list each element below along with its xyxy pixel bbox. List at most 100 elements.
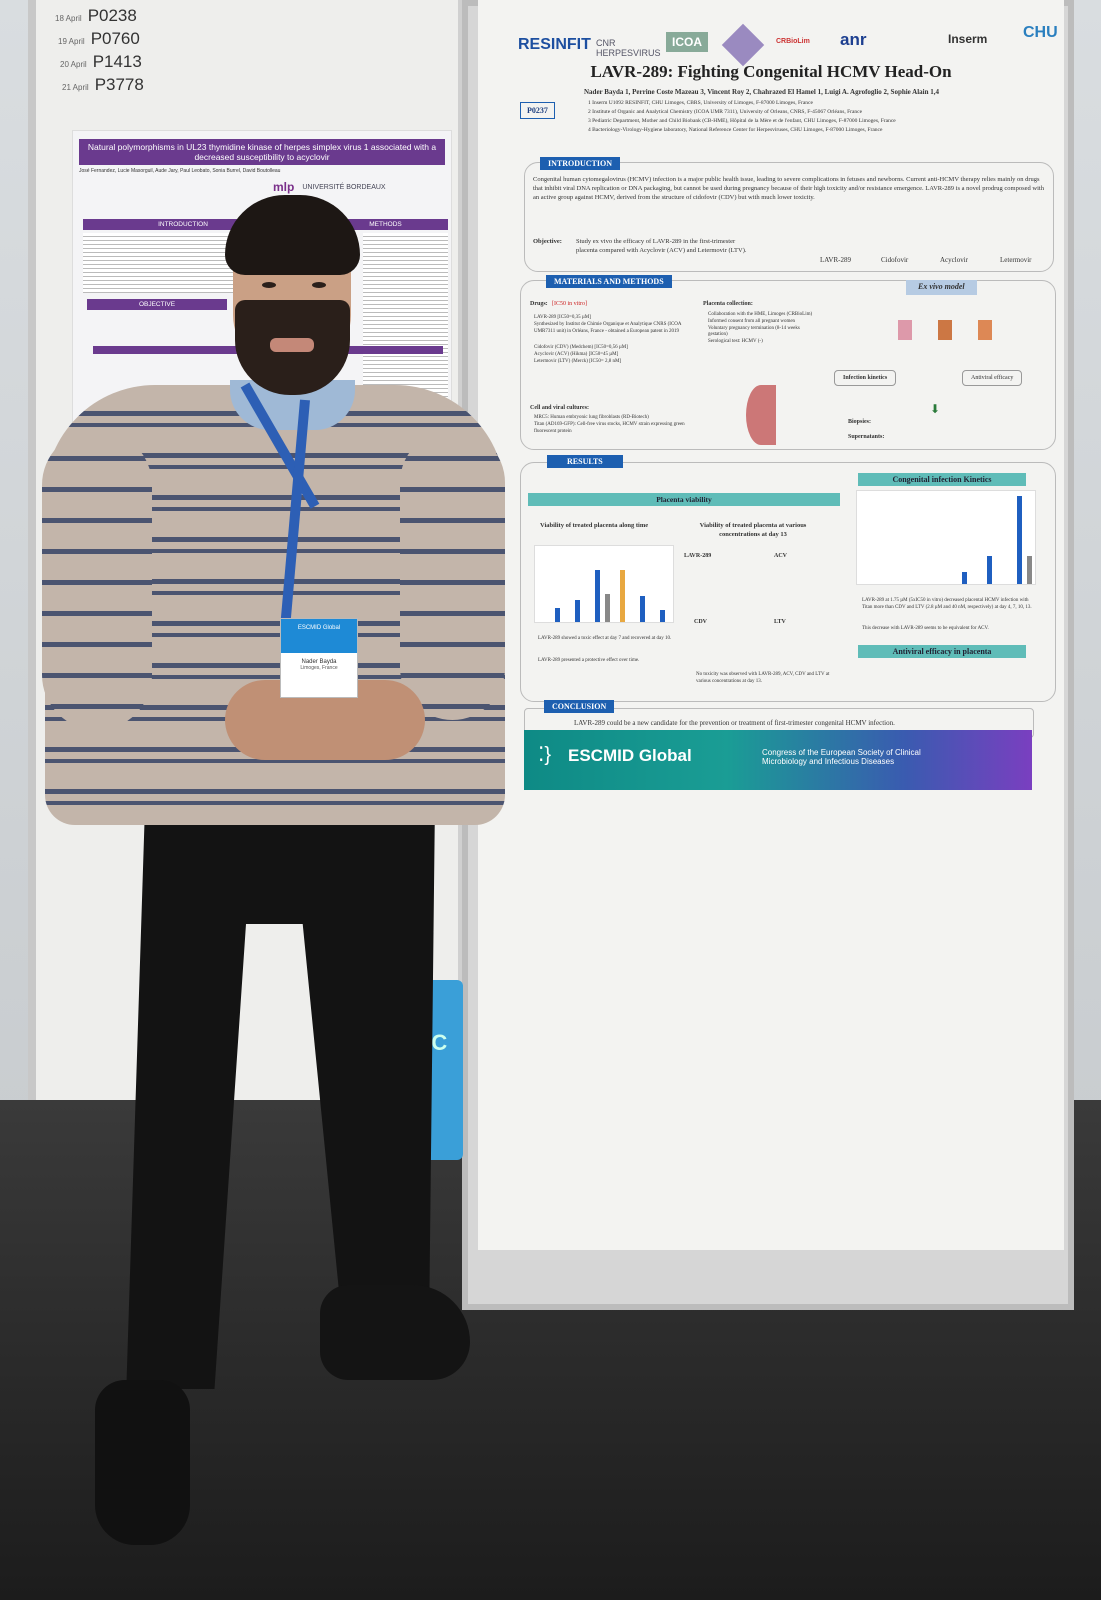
subchart-label: ACV [774,553,787,559]
section-heading: METHODS [323,219,448,230]
logo-crbiolim: CRBioLim [776,38,810,45]
molecule-label: Acyclovir [940,256,968,264]
section-heading: OBJECTIVE [87,299,227,310]
viability-chart [534,545,674,623]
schedule-code: P1413 [92,52,142,71]
placenta-illustration [746,385,776,445]
research-poster: RESINFIT CNR HERPESVIRUS ICOA CRBioLim a… [478,0,1064,1250]
results-box [520,462,1056,702]
objective-label: Objective: [533,238,562,245]
logo-anr: anr [840,30,867,49]
chart-title: Viability of treated placenta along time [540,522,649,529]
cells-label: Cell and viral cultures: [530,405,590,411]
schedule-row: 21 April P3778 [62,75,144,95]
poster-authors: Nader Bayda 1, Perrine Coste Mazeau 3, V… [584,88,939,96]
antiviral-heading: Antiviral efficacy in placenta [858,645,1026,658]
bar [620,570,625,622]
cell-item: MRC5: Human embryonic lung fibroblasts (… [534,415,649,420]
objective-text: Study ex vivo the efficacy of LAVR-289 i… [576,238,747,254]
left-poster-title: Natural polymorphisms in UL23 thymidine … [79,139,445,165]
left-shoe [95,1380,190,1545]
badge-name: Nader Bayda [301,659,337,665]
escmid-banner: ⁚} ESCMID Global Congress of the Europea… [524,730,1032,790]
affiliation: 2 Institute of Organic and Analytical Ch… [588,109,863,115]
cell-item: Titan (AD169-GFP): Cell-free virus stock… [534,421,685,434]
banner-tagline: Congress of the European Society of Clin… [762,748,921,766]
well-icon [898,320,912,340]
logo-bordeaux: UNIVERSITÉ BORDEAUX [302,183,386,191]
right-shoe [320,1285,470,1380]
placenta-item: Voluntary pregnancy termination (8-14 we… [708,325,800,338]
right-sleeve [400,430,505,720]
chart-title: Viability of treated placenta at various… [699,522,807,538]
ex-vivo-model-title: Ex vivo model [906,280,977,295]
placenta-viability-heading: Placenta viability [528,493,840,506]
logo-cb-hme [721,23,765,67]
logo-icoa: ICOA [666,32,708,52]
placenta-label: Placenta collection: [703,301,753,307]
mouth [270,338,314,352]
placenta-list: Collaboration with the HME, Limoges (CRB… [708,312,818,346]
badge-header: ESCMID Global [281,619,357,653]
result-note: This decrease with LAVR-289 seems to be … [862,626,989,631]
molecule-label: Letermovir [1000,256,1032,264]
schedule-date: 18 April [55,14,82,23]
kinetics-chart [856,490,1036,585]
bar [595,570,600,622]
kinetics-box: Infection kinetics [834,370,897,387]
drugs-list: LAVR-289 [IC50=0,35 µM] Synthesized by I… [534,315,694,366]
introduction-box [524,162,1054,272]
logo-mlp: mlp [273,180,295,194]
left-eye [262,282,276,288]
bar [987,556,992,584]
hair [225,195,360,275]
section-heading: INTRODUCTION [540,157,621,170]
result-note: LAVR-289 showed a toxic effect at day 7 … [538,636,672,641]
left-poster-authors: José Fernandez, Lucie Masorguil, Aude Ja… [79,168,281,174]
escmid-logo-icon: ⁚} [538,744,552,766]
schedule-row: 20 April P1413 [60,52,142,72]
kinetics-heading: Congenital infection Kinetics [858,473,1026,486]
left-sleeve [42,430,152,730]
name-badge: ESCMID Global Nader Bayda Limoges, Franc… [280,618,358,698]
result-note: LAVR-289 at 1.75 µM (5xIC50 in vitro) de… [862,598,1032,610]
drugs-note: [IC50 in vitro] [552,301,587,307]
left-poster-logos: mlp UNIVERSITÉ BORDEAUX [83,180,441,194]
poster-id-badge: P0237 [520,102,555,119]
schedule-date: 19 April [58,37,85,46]
introduction-text: Congenital human cytomegalovirus (HCMV) … [533,176,1044,201]
banner-brand: ESCMID Global [568,746,692,765]
poster-title: LAVR-289: Fighting Congenital HCMV Head-… [590,62,952,81]
section-heading: RESULTS [547,455,623,468]
supernatants-label: Supernatants: [848,434,885,440]
conclusion-text: LAVR-289 could be a new candidate for th… [574,719,895,727]
methods-box [520,280,1056,450]
bar [605,594,610,622]
subchart-label: LAVR-289 [684,553,712,559]
placenta-item: Serological test: HCMV (-) [708,339,763,344]
logo-chu: CHU [1023,24,1058,41]
logo-resinfit: RESINFIT [518,36,591,53]
bar [660,610,665,622]
section-heading: MATERIALS AND METHODS [546,275,672,288]
bar [640,596,645,622]
affiliation: 3 Pediatric Department, Mother and Child… [588,118,896,124]
placenta-item: Informed consent from all pregnant women [708,318,796,324]
placenta-item: Collaboration with the HME, Limoges (CRB… [708,312,813,317]
schedule-code: P0238 [87,6,137,25]
affiliation: 4 Bacteriology-Virology-Hygiene laborato… [588,127,883,133]
drug-item: LAVR-289 [IC50=0,35 µM] [534,315,591,320]
section-heading: CONCLUSION [544,700,615,713]
well-icon [938,320,952,340]
subchart-label: CDV [694,619,707,625]
right-eye [312,282,326,288]
efficacy-box: Antiviral efficacy [962,370,1023,387]
schedule-date: 20 April [60,60,87,69]
schedule-code: P0760 [90,29,140,48]
result-note: No toxicity was observed with LAVR-289, … [696,672,830,684]
schedule-row: 18 April P0238 [55,6,137,26]
logo-inserm: Inserm [948,32,988,46]
section-heading: INTRODUCTION [83,219,283,230]
schedule-row: 19 April P0760 [58,29,140,49]
biopsies-label: Biopsies: [848,419,872,425]
